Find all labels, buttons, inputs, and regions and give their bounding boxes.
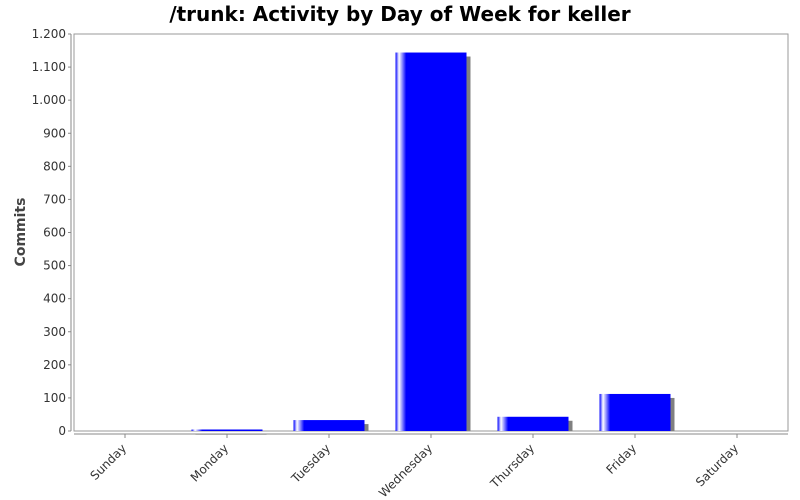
y-tick-label: 1.100 <box>32 60 66 74</box>
x-tick-label: Thursday <box>487 441 537 491</box>
x-tick-label: Saturday <box>693 441 741 489</box>
y-tick-label: 1.200 <box>32 27 66 41</box>
y-tick-label: 500 <box>43 259 66 273</box>
y-tick-label: 700 <box>43 192 66 206</box>
y-tick-label: 900 <box>43 126 66 140</box>
x-tick-label: Friday <box>604 441 640 477</box>
chart-title: /trunk: Activity by Day of Week for kell… <box>169 2 631 26</box>
bar-thursday <box>497 416 569 431</box>
y-tick-label: 100 <box>43 391 66 405</box>
bar-friday <box>599 393 671 431</box>
y-tick-label: 800 <box>43 159 66 173</box>
x-tick-label: Wednesday <box>376 441 435 500</box>
bar-monday <box>191 429 263 431</box>
y-tick-label: 300 <box>43 325 66 339</box>
y-tick-label: 1.000 <box>32 93 66 107</box>
bar-wednesday <box>395 52 467 431</box>
x-tick-label: Sunday <box>87 441 129 483</box>
bar-tuesday <box>293 420 365 431</box>
y-tick-label: 0 <box>58 424 66 438</box>
y-tick-label: 400 <box>43 292 66 306</box>
y-tick-label: 600 <box>43 226 66 240</box>
y-tick-label: 200 <box>43 358 66 372</box>
x-tick-label: Monday <box>188 441 231 484</box>
x-tick-label: Tuesday <box>288 441 333 486</box>
